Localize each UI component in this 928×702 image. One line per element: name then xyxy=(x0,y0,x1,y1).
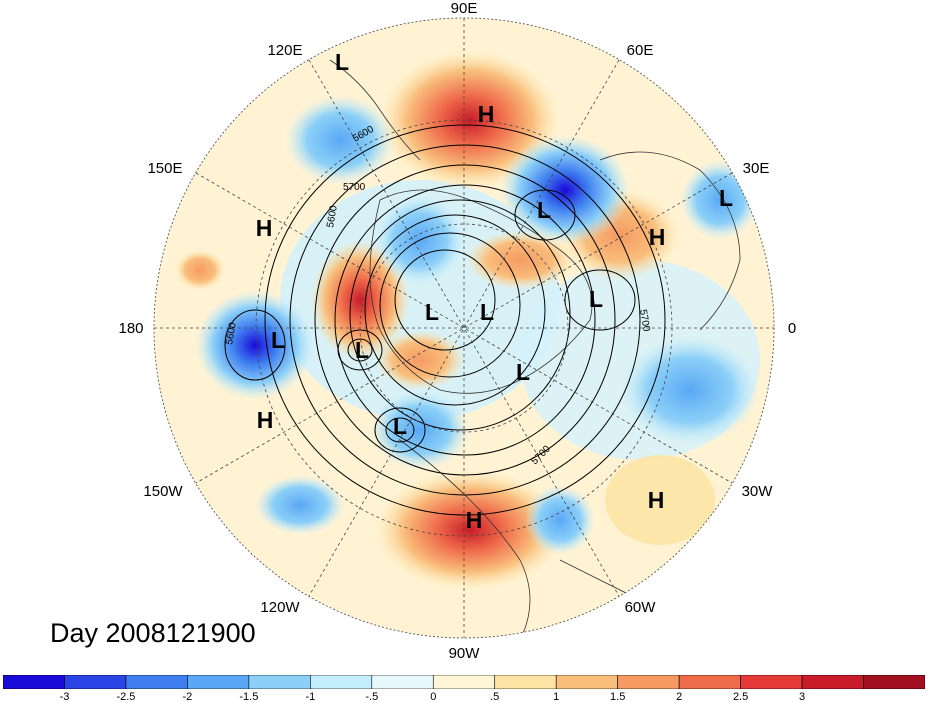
lon-label-90W: 90W xyxy=(449,645,481,662)
colorbar-tick-label: 2 xyxy=(676,691,682,702)
colorbar xyxy=(3,675,925,689)
lon-label-150W: 150W xyxy=(143,483,183,500)
lon-label-120E: 120E xyxy=(267,42,302,59)
high-center-label: H xyxy=(256,215,273,241)
colorbar-tick-labels: -3 -2.5 -2 -1.5 -1 -.5 0 .5 1 1.5 2 2.5 3 xyxy=(60,691,806,702)
longitude-labels: 90E 60E 30E 0 30W 60W 90W 120W 150W 180 … xyxy=(118,0,796,662)
high-center-label: H xyxy=(478,101,495,127)
colorbar-tick-label: .5 xyxy=(490,691,499,702)
lon-label-60W: 60W xyxy=(625,599,657,616)
colorbar-swatch xyxy=(863,675,925,689)
lon-label-180: 180 xyxy=(118,320,143,337)
low-center-label: L xyxy=(335,49,349,75)
low-center-label: L xyxy=(480,299,494,325)
lon-label-90E: 90E xyxy=(451,0,478,17)
lon-label-120W: 120W xyxy=(260,599,300,616)
lon-label-0: 0 xyxy=(788,320,796,337)
colorbar-tick-label: -.5 xyxy=(365,691,378,702)
colorbar-swatch xyxy=(3,675,65,689)
colorbar-tick-label: -2 xyxy=(183,691,193,702)
low-center-label: L xyxy=(393,413,407,439)
contour-label: 5600 xyxy=(224,321,239,345)
low-center-label: L xyxy=(355,337,369,363)
colorbar-tick-label: 0 xyxy=(430,691,436,702)
lon-label-30W: 30W xyxy=(742,483,774,500)
high-center-label: H xyxy=(466,507,483,533)
low-center-label: L xyxy=(271,327,285,353)
high-center-label: H xyxy=(649,224,666,250)
colorbar-swatch xyxy=(740,675,803,689)
colorbar-swatch xyxy=(432,675,496,689)
colorbar-tick-label: 3 xyxy=(799,691,805,702)
low-center-label: L xyxy=(589,286,603,312)
lon-label-150E: 150E xyxy=(147,160,182,177)
colorbar-swatch xyxy=(801,675,864,689)
lon-label-60E: 60E xyxy=(627,42,654,59)
colorbar-swatch xyxy=(555,675,618,689)
date-title: Day 2008121900 xyxy=(50,618,256,648)
colorbar-tick-label: -2.5 xyxy=(116,691,135,702)
colorbar-swatch xyxy=(248,675,311,689)
high-center-label: H xyxy=(648,487,665,513)
low-center-label: L xyxy=(537,197,551,223)
lon-label-30E: 30E xyxy=(743,160,770,177)
colorbar-swatch xyxy=(125,675,188,689)
colorbar-tick-label: -3 xyxy=(60,691,70,702)
low-center-label: L xyxy=(516,359,530,385)
colorbar-swatch xyxy=(310,675,373,689)
graticule xyxy=(153,17,775,639)
high-center-label: H xyxy=(257,407,274,433)
colorbar-tick-label: 2.5 xyxy=(733,691,748,702)
colorbar-tick-label: 1.5 xyxy=(610,691,625,702)
anomaly-field xyxy=(154,18,774,638)
colorbar-tick-label: -1.5 xyxy=(239,691,258,702)
colorbar-swatch xyxy=(678,675,741,689)
contour-label: 5600 xyxy=(325,204,340,228)
low-center-label: L xyxy=(719,185,733,211)
contour-label: 5700 xyxy=(637,309,652,333)
colorbar-swatch xyxy=(617,675,680,689)
colorbar-tick-label: 1 xyxy=(553,691,559,702)
colorbar-swatch xyxy=(371,675,434,689)
contour-label: 5700 xyxy=(343,182,366,193)
low-center-label: L xyxy=(425,299,439,325)
colorbar-swatch xyxy=(494,675,557,689)
colorbar-swatch xyxy=(64,675,127,689)
pressure-centers: L H H L L L L H L H L L L H H L xyxy=(256,49,733,533)
colorbar-swatch xyxy=(187,675,250,689)
colorbar-tick-label: -1 xyxy=(305,691,315,702)
